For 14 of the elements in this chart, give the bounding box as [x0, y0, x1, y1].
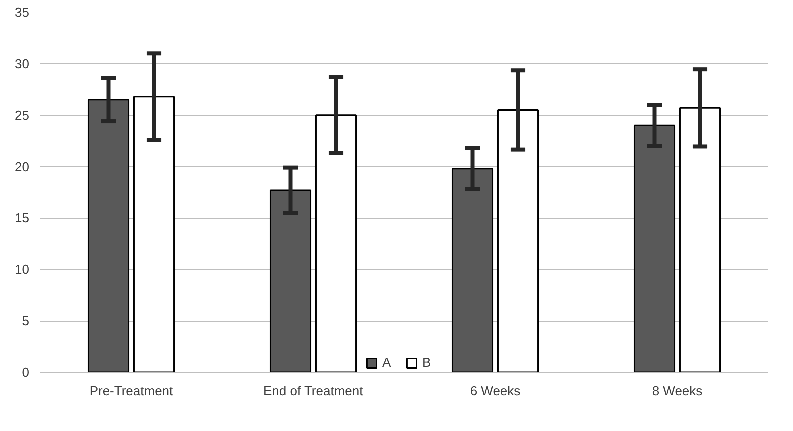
y-tick-label: 15 — [15, 210, 30, 226]
y-tick-label: 5 — [22, 314, 30, 329]
y-tick-label: 25 — [15, 108, 30, 123]
y-tick-label: 30 — [15, 56, 30, 72]
y-tick-label: 0 — [22, 365, 30, 380]
x-tick-label: 6 Weeks — [470, 384, 522, 398]
y-tick-label: 20 — [15, 159, 30, 174]
y-tick-label: 35 — [15, 5, 30, 20]
x-tick-label: End of Treatment — [264, 384, 364, 398]
legend-label: B — [422, 355, 432, 370]
legend-label: A — [382, 355, 392, 370]
y-tick-label: 10 — [15, 262, 30, 278]
x-tick-label: 8 Weeks — [652, 384, 704, 398]
x-tick-label: Pre-Treatment — [90, 384, 174, 398]
